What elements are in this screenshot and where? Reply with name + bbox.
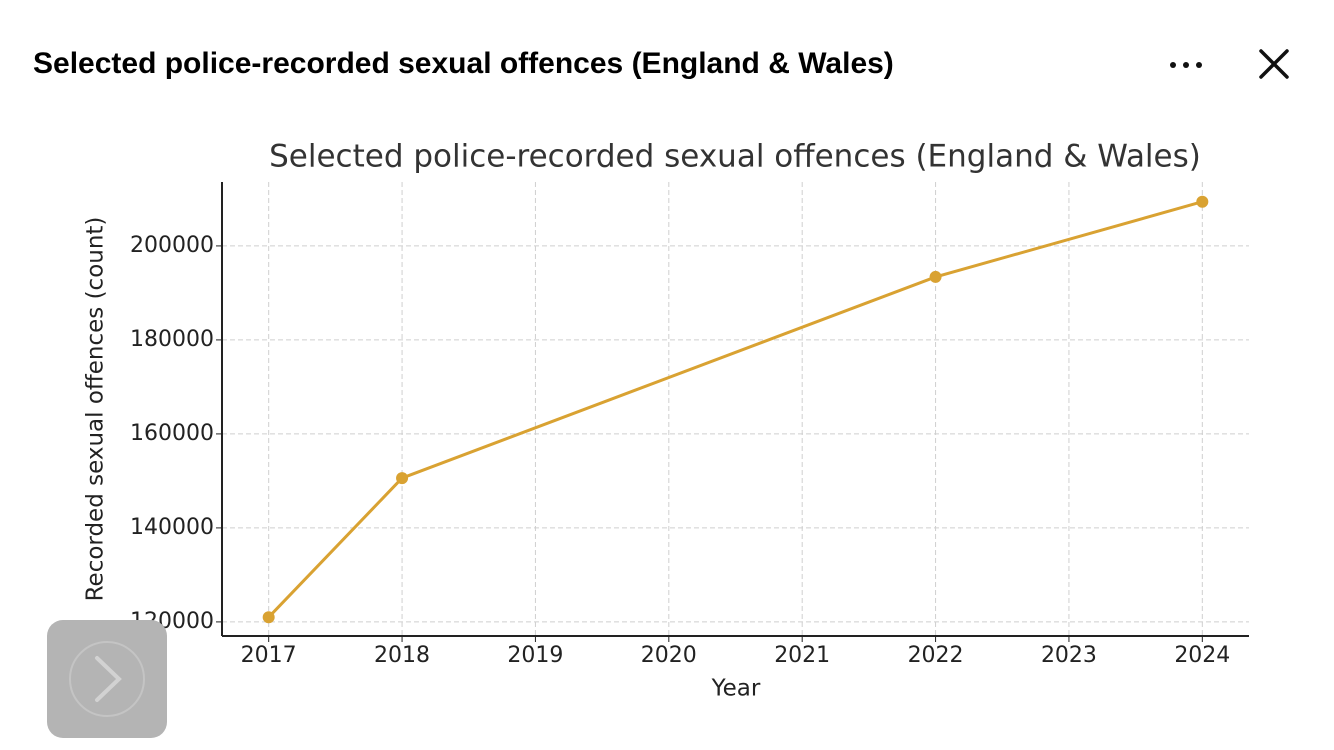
y-tick-label: 180000 (130, 327, 214, 352)
x-tick-label: 2017 (241, 643, 297, 668)
y-axis-label: Recorded sexual offences (count) (83, 217, 109, 602)
point (1196, 195, 1209, 208)
chart-title: Selected police-recorded sexual offences… (269, 139, 1201, 175)
x-tick-label: 2018 (374, 643, 430, 668)
more-button[interactable] (1170, 62, 1202, 68)
point (262, 611, 275, 624)
next-button[interactable] (47, 620, 167, 738)
x-axis-label: Year (711, 676, 761, 702)
x-tick-label: 2024 (1174, 643, 1230, 668)
x-tick-label: 2023 (1041, 643, 1097, 668)
x-tick-label: 2019 (507, 643, 563, 668)
series-line (267, 200, 1203, 619)
y-tick-label: 160000 (130, 421, 214, 446)
point (929, 270, 942, 283)
x-tick-label: 2022 (908, 643, 964, 668)
x-tick-label: 2020 (641, 643, 697, 668)
header-title: Selected police-recorded sexual offences… (33, 47, 894, 80)
y-tick-label: 140000 (130, 515, 214, 540)
x-tick-label: 2021 (774, 643, 830, 668)
chart: Selected police-recorded sexual offences… (83, 139, 1249, 702)
y-tick-label: 200000 (130, 233, 214, 258)
close-button[interactable] (1259, 49, 1289, 79)
point (396, 472, 409, 485)
